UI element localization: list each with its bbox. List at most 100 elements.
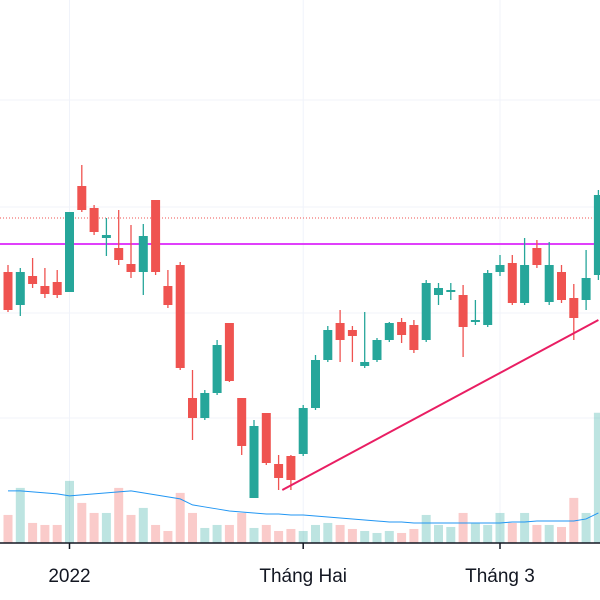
volume-bar [446,526,456,543]
axis-area [0,543,600,600]
candle-body [3,272,13,310]
candle-body [434,288,443,295]
candle-body [237,398,247,446]
candle-body [188,398,197,418]
candle-body [335,323,345,340]
candle-body [114,248,124,260]
volume-bar [40,524,50,543]
candle-body [520,265,530,303]
candle-body [569,298,579,318]
volume-bar [360,530,370,543]
candle-body [65,212,74,292]
volume-bar [224,524,234,543]
candle-body [274,464,284,478]
candle-body [261,413,271,463]
volume-bar [28,522,38,543]
candle-body [52,282,62,295]
volume-bar [163,530,173,543]
candle-body [544,265,554,302]
volume-bar [126,514,136,543]
candle-body [360,362,370,366]
volume-bar [89,512,99,543]
candle-body [101,235,111,238]
candle-body [557,272,566,300]
candle-body [347,330,357,336]
candle-body [495,265,505,272]
candle-body [421,283,431,340]
candle-body [409,325,419,350]
volume-bar [384,530,394,543]
candle-body [15,272,25,305]
candle-body [458,295,468,327]
candle-body [40,286,50,294]
volume-bar [298,530,308,543]
candle-body [483,273,493,325]
volume-bar [15,487,25,543]
volume-bar [470,522,480,543]
candle-body [532,248,542,265]
volume-bar [323,522,333,543]
candle-body [77,186,87,210]
candle-body [224,323,234,381]
candle-body [212,345,222,393]
candle-body [126,264,136,272]
candle-body [200,393,210,418]
volume-bar [483,524,493,543]
volume-bar [581,512,591,543]
volume-bar [65,480,74,543]
volume-bar [495,512,505,543]
volume-bar [434,524,443,543]
candle-body [372,340,382,360]
volume-bar [3,514,13,543]
candle-body [323,330,333,360]
volume-bar [507,522,517,543]
volume-bar [286,528,296,543]
candle-body [593,195,600,275]
x-tick-label: Tháng Hai [259,566,347,587]
candle-body [384,323,394,340]
volume-bar [274,530,284,543]
candle-body [138,236,148,272]
volume-bar [593,412,600,543]
candle-body [249,426,259,498]
candle-body [163,286,173,305]
x-tick-label: 2022 [48,566,90,587]
volume-bar [200,527,210,543]
volume-bar [151,524,161,543]
candle-body [151,200,161,272]
volume-bar [347,528,357,543]
volume-bar [409,528,419,543]
candle-body [89,208,99,232]
candle-body [581,278,591,300]
volume-bar [114,487,124,543]
candle-body [286,456,296,480]
volume-bar [397,532,407,543]
volume-bar [52,524,62,543]
volume-bar [249,527,259,543]
volume-bar [458,512,468,543]
volume-bar [311,524,320,543]
candle-body [298,408,308,454]
volume-bar [520,512,530,543]
candle-body [397,322,407,335]
volume-bar [261,524,271,543]
volume-bar [532,524,542,543]
trend-line [281,319,599,491]
volume-bar [101,512,111,543]
candle-body [446,290,456,292]
candle-body [470,320,480,322]
volume-bar [212,524,222,543]
volume-bar [335,524,345,543]
volume-bar [138,507,148,543]
candle-body [175,265,185,368]
volume-bar [77,502,87,543]
volume-bar [237,512,247,543]
x-tick-label: Tháng 3 [465,566,535,587]
volume-bar [544,524,554,543]
candle-body [311,360,320,408]
volume-bar [421,514,431,543]
candle-body [28,276,38,284]
volume-bar [557,526,566,543]
volume-ma-line [8,490,599,524]
